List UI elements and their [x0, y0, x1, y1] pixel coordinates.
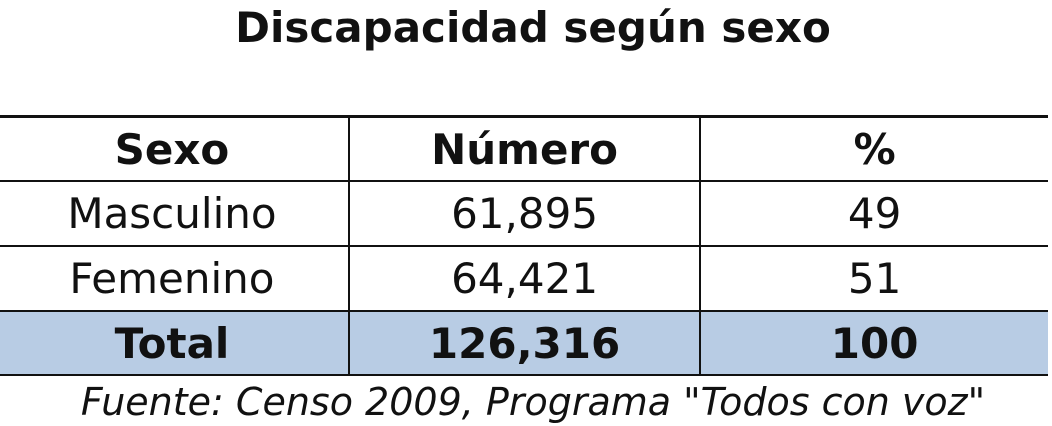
page-title: Discapacidad según sexo [235, 3, 831, 52]
table-header-row: Sexo Número % [0, 115, 1048, 182]
cell-percent: 49 [700, 181, 1048, 247]
cell-sexo: Masculino [0, 181, 350, 247]
header-numero: Número [348, 115, 702, 182]
cell-sexo: Femenino [0, 246, 350, 312]
cell-numero: 64,421 [348, 246, 702, 312]
header-sexo: Sexo [0, 115, 350, 182]
total-numero: 126,316 [348, 311, 702, 376]
table-total-row: Total 126,316 100 [0, 311, 1048, 376]
table-row: Femenino 64,421 51 [0, 246, 1048, 312]
total-label: Total [0, 311, 350, 376]
header-percent: % [700, 115, 1048, 182]
disability-by-sex-table: Sexo Número % Masculino 61,895 49 Femeni… [0, 115, 1048, 376]
source-note: Fuente: Censo 2009, Programa "Todos con … [80, 380, 986, 424]
cell-numero: 61,895 [348, 181, 702, 247]
cell-percent: 51 [700, 246, 1048, 312]
total-percent: 100 [700, 311, 1048, 376]
table-row: Masculino 61,895 49 [0, 181, 1048, 247]
